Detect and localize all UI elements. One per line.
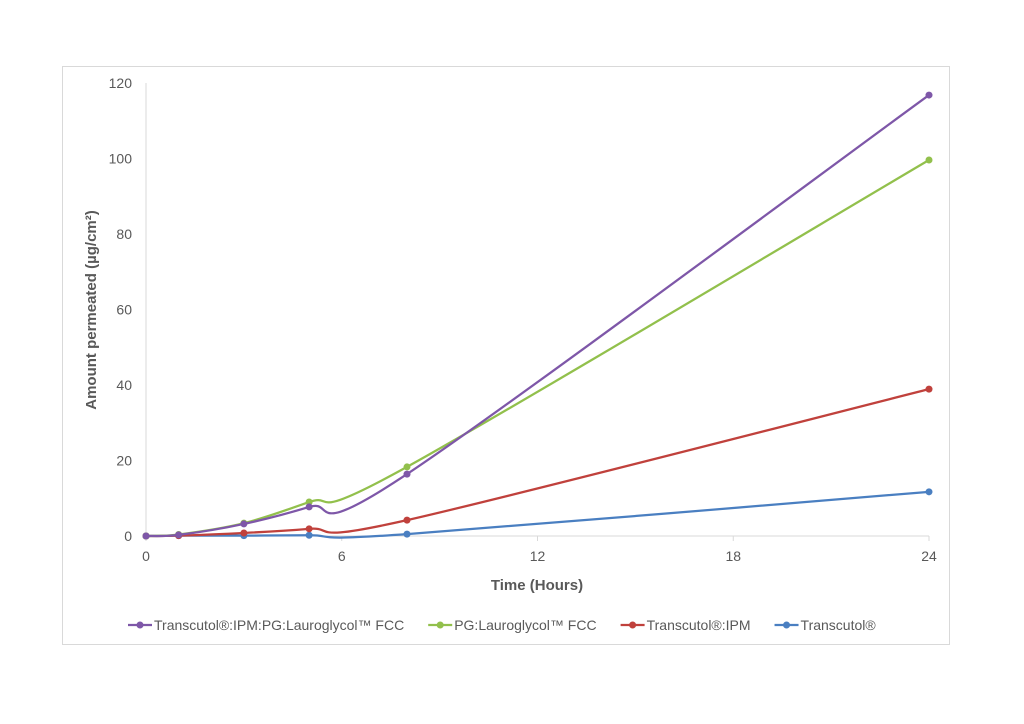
data-point	[305, 525, 313, 533]
legend-entry: Transcutol®	[801, 617, 877, 633]
y-tick-label: 100	[109, 151, 133, 167]
x-axis-label: Time (Hours)	[491, 577, 583, 594]
data-point	[240, 520, 248, 528]
y-axis-label: Amount permeated (µg/cm²)	[83, 210, 100, 410]
data-point	[403, 530, 411, 538]
legend-entry: Transcutol®:IPM	[647, 617, 751, 633]
y-tick-label: 60	[116, 302, 132, 318]
data-point	[142, 532, 150, 540]
data-point	[925, 156, 933, 164]
y-tick-label: 0	[124, 528, 132, 544]
y-tick-label: 80	[116, 226, 132, 242]
y-tick-label: 40	[116, 377, 132, 393]
legend-entry: Transcutol®:IPM:PG:Lauroglycol™ FCC	[154, 617, 404, 633]
x-tick-label: 12	[530, 548, 546, 564]
x-tick-label: 6	[338, 548, 346, 564]
series-line	[145, 159, 930, 538]
data-point	[240, 529, 248, 537]
series-line	[145, 388, 930, 538]
legend-swatch-marker	[629, 621, 637, 629]
legend-swatch-marker	[436, 621, 444, 629]
data-point	[925, 91, 933, 99]
x-tick-label: 24	[921, 548, 937, 564]
series-line	[145, 94, 930, 538]
y-tick-label: 120	[109, 75, 133, 91]
series-line	[145, 490, 930, 539]
legend-swatch-marker	[783, 621, 791, 629]
data-point	[175, 531, 183, 539]
data-point	[925, 488, 933, 496]
data-point	[403, 463, 411, 471]
x-tick-label: 18	[725, 548, 741, 564]
data-point	[403, 516, 411, 524]
data-point	[305, 531, 313, 539]
y-tick-label: 20	[116, 453, 132, 469]
data-point	[403, 470, 411, 478]
data-point	[305, 498, 313, 506]
x-tick-label: 0	[142, 548, 150, 564]
legend-swatch-marker	[136, 621, 144, 629]
data-point	[925, 385, 933, 393]
chart-frame	[62, 66, 950, 645]
legend-entry: PG:Lauroglycol™ FCC	[454, 617, 596, 633]
data-point	[305, 503, 313, 511]
